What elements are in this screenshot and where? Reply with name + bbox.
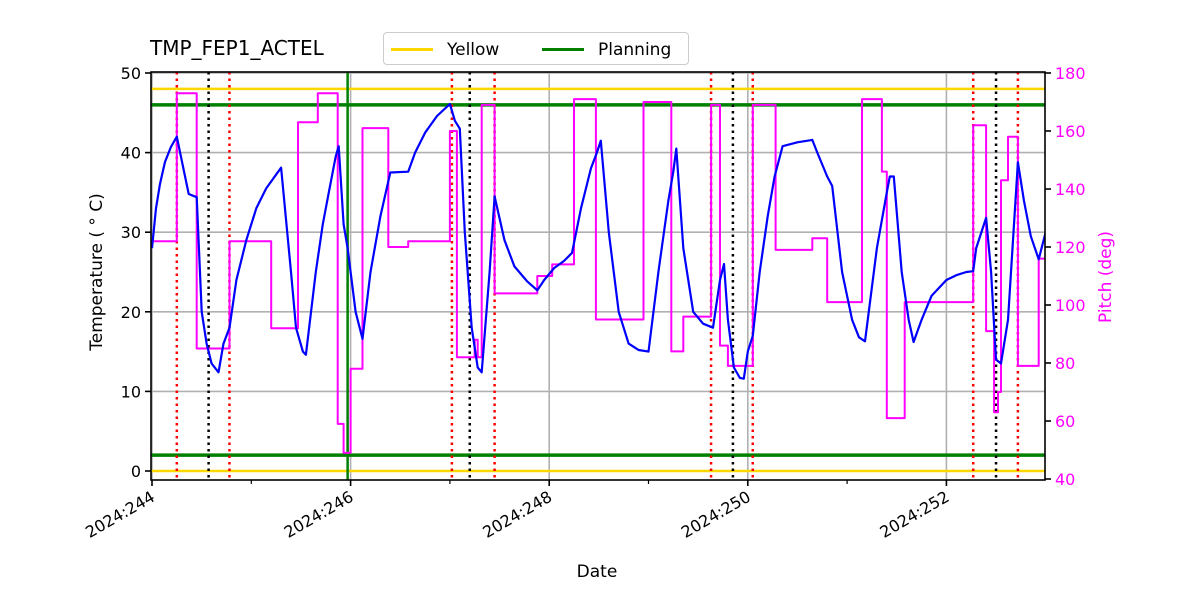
y-axis-right: 40 60 80 100 120 140 160 180: [1045, 64, 1086, 489]
y-tick-label: 10: [121, 382, 141, 401]
y2-tick-label: 140: [1055, 180, 1086, 199]
chart-title: TMP_FEP1_ACTEL: [150, 36, 324, 60]
legend: Yellow Planning: [383, 32, 689, 65]
pitch-line: [152, 92, 1045, 454]
x-tick-label: 2024:248: [479, 487, 555, 542]
y2-tick-label: 120: [1055, 238, 1086, 257]
series-lines: [151, 92, 1045, 454]
legend-item-yellow: Yellow: [391, 33, 499, 66]
legend-label-planning: Planning: [598, 39, 672, 60]
y-tick-label: 20: [121, 303, 141, 322]
x-axis: 2024:244 2024:246 2024:248 2024:250 2024:252: [82, 480, 952, 542]
y2-axis-label: Pitch (deg): [1096, 231, 1116, 323]
y-tick-label: 30: [121, 223, 141, 242]
x-tick-label: 2024:246: [281, 487, 357, 542]
limit-lines: [151, 87, 1045, 473]
y2-tick-label: 60: [1055, 412, 1075, 431]
x-tick-label: 2024:244: [82, 487, 158, 542]
grid-lines: [151, 72, 1045, 480]
x-tick-label: 2024:252: [877, 487, 953, 542]
temperature-line: [151, 102, 1045, 380]
y2-tick-label: 40: [1055, 470, 1075, 489]
x-tick-label: 2024:250: [678, 487, 754, 542]
x-axis-label: Date: [577, 562, 618, 582]
y2-tick-label: 80: [1055, 354, 1075, 373]
y2-tick-label: 180: [1055, 64, 1086, 83]
plot-frame: [150, 71, 1046, 481]
y-tick-label: 40: [121, 144, 141, 163]
y-axis-label: Temperature ( ° C): [87, 193, 107, 352]
legend-swatch-yellow: [391, 48, 433, 51]
y-axis-left: 0 10 20 30 40 50: [121, 64, 151, 481]
legend-item-planning: Planning: [542, 33, 671, 66]
y2-tick-label: 160: [1055, 122, 1086, 141]
y-tick-label: 0: [131, 462, 141, 481]
legend-label-yellow: Yellow: [447, 39, 500, 60]
legend-swatch-planning: [542, 48, 584, 51]
y-tick-label: 50: [121, 64, 141, 83]
y2-tick-label: 100: [1055, 296, 1086, 315]
